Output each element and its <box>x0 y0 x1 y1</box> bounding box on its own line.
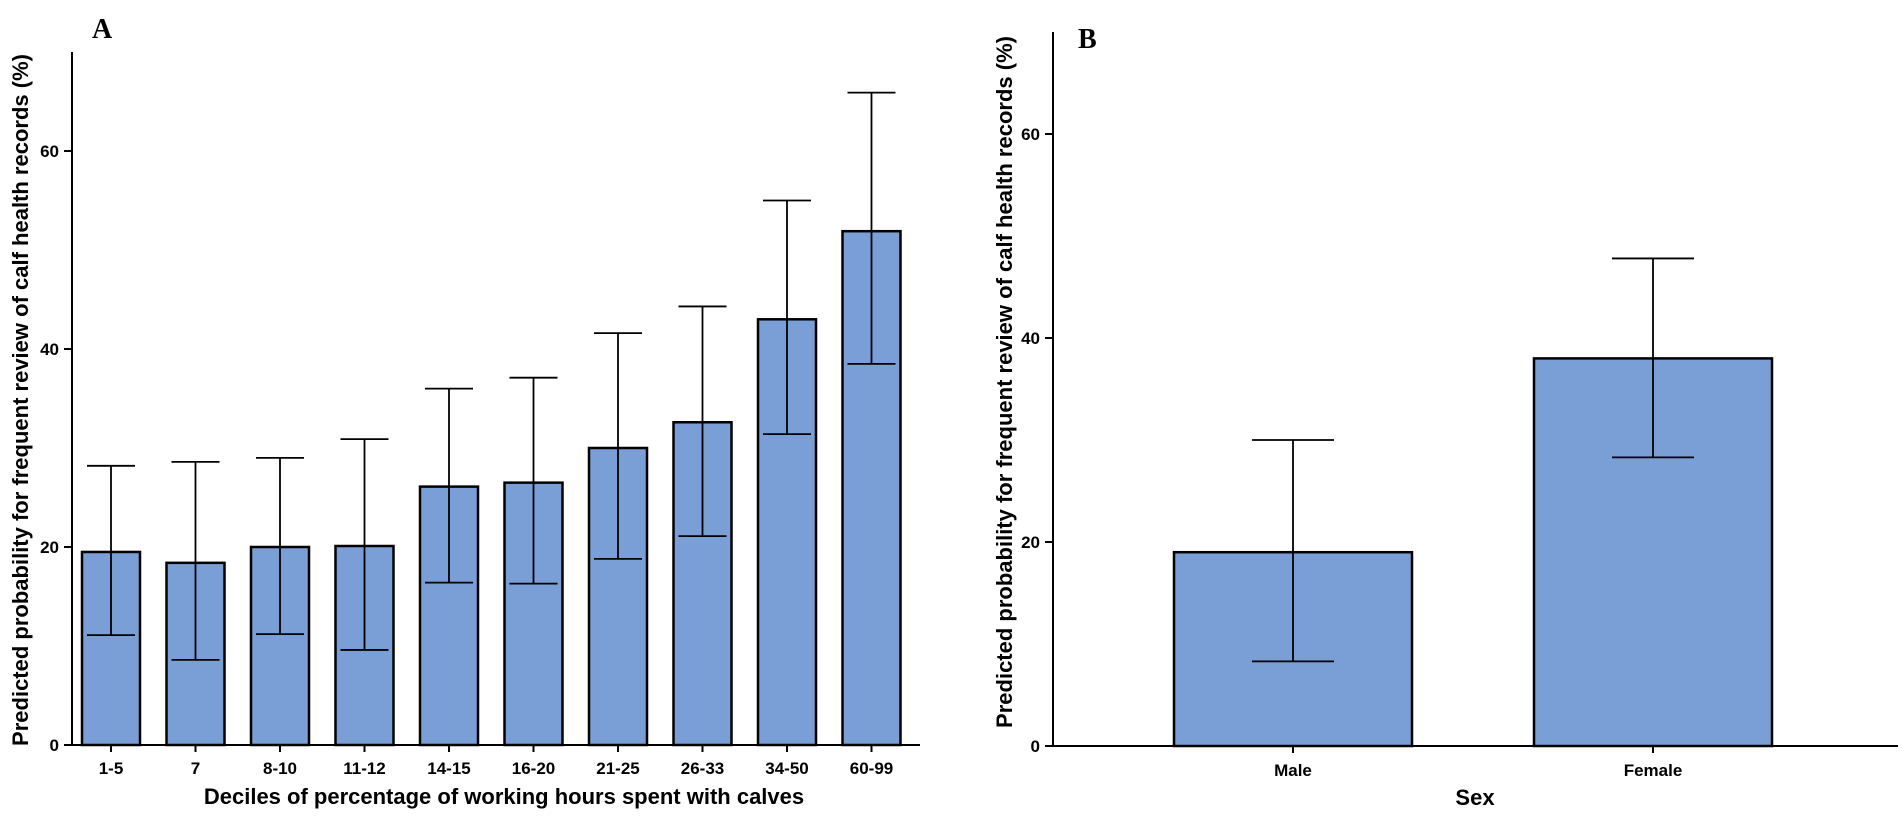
panel-b-y-ticks: 0 20 40 60 <box>1021 125 1053 756</box>
error-bar-Female <box>1612 257 1694 459</box>
panel-b-bars <box>1172 357 1774 748</box>
error-bar-34-50 <box>763 199 811 436</box>
panel-a-x-tick-labels: 1-5 7 8-10 11-12 14-15 16-20 21-25 26-33 34-50 60… <box>99 745 893 778</box>
panel-a-chart: A 0 20 40 60 1-5 7 8-10 11-12 14-15 16-20 21-25 26… <box>8 14 920 809</box>
panel-b-chart: B 0 20 40 60 Male Female Sex Predicted proba… <box>992 24 1898 810</box>
error-bar-21-25 <box>594 332 642 560</box>
panel-a-bars <box>80 229 902 747</box>
x-tick-label: 8-10 <box>263 759 297 778</box>
y-tick-label: 0 <box>50 736 59 755</box>
x-tick-label: 60-99 <box>850 759 893 778</box>
y-tick-label: 20 <box>40 538 59 557</box>
x-tick-label: Male <box>1274 761 1312 780</box>
error-bar-1-5 <box>87 464 135 637</box>
panel-a-y-ticks: 0 20 40 60 <box>40 142 72 755</box>
y-tick-label: 60 <box>1021 125 1040 144</box>
panel-b-x-tick-labels: Male Female <box>1274 746 1682 780</box>
error-bar-8-10 <box>256 456 304 636</box>
x-tick-label: 14-15 <box>427 759 470 778</box>
y-tick-label: 0 <box>1031 737 1040 756</box>
y-tick-label: 40 <box>1021 329 1040 348</box>
error-bar-Male <box>1252 439 1334 663</box>
y-tick-label: 60 <box>40 142 59 161</box>
x-tick-label: 34-50 <box>765 759 808 778</box>
x-tick-label: Female <box>1624 761 1683 780</box>
y-tick-label: 20 <box>1021 533 1040 552</box>
x-tick-label: 16-20 <box>512 759 555 778</box>
error-bar-16-20 <box>509 376 558 585</box>
error-bar-60-99 <box>847 91 896 365</box>
x-tick-label: 11-12 <box>343 759 386 778</box>
panel-a-error-bars <box>87 91 896 661</box>
panel-a-y-axis-title: Predicted probability for frequent revie… <box>8 54 33 746</box>
error-bar-14-15 <box>425 387 473 584</box>
panel-a-letter: A <box>92 14 113 45</box>
y-tick-label: 40 <box>40 340 59 359</box>
panel-b-letter: B <box>1078 24 1097 55</box>
x-tick-label: 1-5 <box>99 759 124 778</box>
panel-a-x-axis-title: Deciles of percentage of working hours s… <box>204 784 804 809</box>
x-tick-label: 7 <box>191 759 200 778</box>
error-bar-11-12 <box>340 438 389 651</box>
panel-b-y-axis-title: Predicted probability for frequent revie… <box>992 36 1017 728</box>
error-bar-7 <box>171 460 220 661</box>
panel-b-x-axis-title: Sex <box>1455 785 1495 810</box>
panel-b-error-bars <box>1252 257 1694 663</box>
x-tick-label: 26-33 <box>681 759 724 778</box>
x-tick-label: 21-25 <box>596 759 639 778</box>
error-bar-26-33 <box>678 305 727 538</box>
